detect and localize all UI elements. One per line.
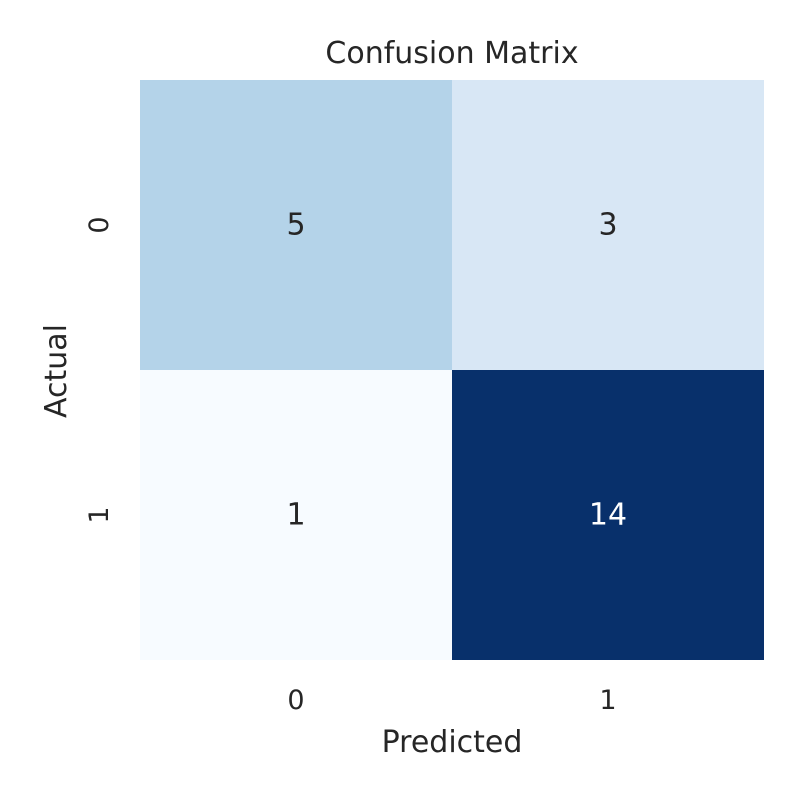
heatmap-cell-r1-c1	[452, 370, 764, 660]
cell-value-r1-c1: 14	[589, 498, 627, 533]
x-axis-label: Predicted	[382, 725, 523, 760]
x-tick-label: 0	[287, 685, 304, 716]
x-tick-label: 1	[599, 685, 616, 716]
heatmap-cell-r1-c0	[140, 370, 452, 660]
y-axis-label: Actual	[39, 324, 74, 418]
y-axis-ticks: 01	[84, 216, 115, 523]
y-tick-label: 0	[84, 216, 115, 233]
cell-value-r0-c1: 3	[598, 208, 617, 243]
chart-title: Confusion Matrix	[325, 36, 578, 71]
cell-value-r1-c0: 1	[286, 498, 305, 533]
heatmap-cell-r0-c1	[452, 80, 764, 370]
heatmap-cells	[140, 80, 764, 660]
cell-value-r0-c0: 5	[286, 208, 305, 243]
y-tick-label: 1	[84, 506, 115, 523]
heatmap-cell-labels: 5 3 1 14	[286, 208, 627, 533]
heatmap-cell-r0-c0	[140, 80, 452, 370]
